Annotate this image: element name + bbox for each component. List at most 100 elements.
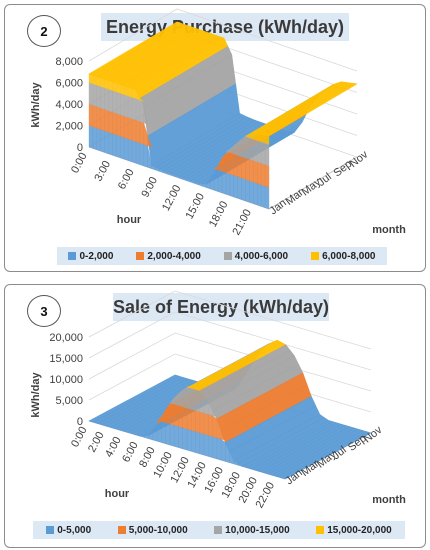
surface-front-band xyxy=(257,183,262,207)
surface-front-band xyxy=(108,88,113,113)
surface-front-band xyxy=(253,138,258,163)
surface-front-band xyxy=(104,87,109,112)
legend-entry: 10,000-15,000 xyxy=(214,525,290,536)
surface-front-band xyxy=(100,107,105,132)
y-tick-label: 6,000 xyxy=(55,78,83,90)
surface-front-band xyxy=(104,79,109,90)
surface-front-band xyxy=(214,169,219,192)
gridline xyxy=(88,311,372,371)
legend-swatch xyxy=(46,526,55,534)
surface-front-band xyxy=(182,387,188,409)
y-tick-label: 2,000 xyxy=(55,121,83,133)
surface-front-band xyxy=(174,424,179,448)
surface-front-band xyxy=(237,176,242,200)
surface-front-band xyxy=(225,172,231,196)
surface-front-band xyxy=(212,415,218,439)
x-tick-label: 12:00 xyxy=(160,183,184,213)
x-tick-label: 9:00 xyxy=(139,175,160,200)
surface-front-band xyxy=(225,152,231,175)
surface-front-band xyxy=(169,423,175,447)
x-tick-label: 8:00 xyxy=(137,445,158,470)
surface-front-band xyxy=(208,414,213,437)
legend-swatch xyxy=(117,526,126,534)
surface-front-band xyxy=(165,422,171,446)
legend-label: 6,000-8,000 xyxy=(322,250,376,262)
legend-entry: 0-5,000 xyxy=(46,525,91,536)
x-tick-label: 6:00 xyxy=(120,440,141,465)
legend-swatch xyxy=(311,252,320,260)
legend-entry: 0-2,000 xyxy=(68,251,113,262)
panel-number-badge: 2 xyxy=(27,15,61,47)
surface-front-band xyxy=(253,133,258,141)
surface-front-band xyxy=(131,97,137,121)
gridline xyxy=(88,332,372,392)
surface-front-band xyxy=(108,110,113,134)
legend-entry: 15,000-20,000 xyxy=(316,525,392,536)
legend-entry: 2,000-4,000 xyxy=(136,251,201,262)
surface-front-band xyxy=(264,135,270,145)
y-tick-label: 10,000 xyxy=(49,374,83,386)
surface-front-band xyxy=(195,431,200,455)
surface-front-band xyxy=(191,429,196,453)
x-axis-title: hour xyxy=(117,214,142,226)
surface-front-band xyxy=(112,90,117,114)
legend-label: 5,000-10,000 xyxy=(128,524,188,536)
chart-title: Energy Purchase (kWh/day) xyxy=(101,13,349,41)
surface-front-band xyxy=(229,173,234,198)
surface-front-band xyxy=(131,140,137,164)
surface-front-band xyxy=(199,432,205,456)
surface-front-band xyxy=(124,137,129,161)
y-tick-label: 4,000 xyxy=(55,99,83,111)
surface-front-band xyxy=(100,129,105,153)
surface-front-band xyxy=(178,405,183,429)
surface-front-band xyxy=(127,138,133,163)
surface-front-band xyxy=(92,83,98,107)
surface-front-band xyxy=(139,142,144,167)
surface-front-band xyxy=(135,119,141,144)
y-axis-title: kWh/day xyxy=(30,82,42,128)
surface-front-band xyxy=(104,109,109,133)
legend-entry: 6,000-8,000 xyxy=(311,251,375,262)
surface-front-band xyxy=(237,138,242,157)
surface-front-band xyxy=(124,115,129,140)
legend-swatch xyxy=(68,252,77,260)
surface-front-band xyxy=(143,144,148,168)
surface-front-band xyxy=(241,136,246,159)
surface-front-band xyxy=(143,106,148,125)
surface-front-band xyxy=(96,76,101,87)
y-tick-label: 0 xyxy=(77,142,83,154)
surface-front-band xyxy=(88,82,94,106)
x-tick-label: 4:00 xyxy=(103,435,124,460)
surface-front-band xyxy=(116,83,121,94)
surface-front-band xyxy=(127,87,133,98)
surface-front-band xyxy=(169,403,175,426)
z-axis-title: month xyxy=(372,494,406,506)
z-axis-title: month xyxy=(372,224,406,236)
surface-front-band xyxy=(220,430,226,441)
surface-front-band xyxy=(127,117,133,141)
energy-purchase-surface-chart: 8,000 6,000 4,000 2,000 00:00 3:00 6:00 9:00 12:… xyxy=(30,8,406,237)
surface-front-band xyxy=(237,463,243,467)
surface-front-band xyxy=(257,134,262,143)
surface-front-band xyxy=(237,154,242,179)
surface-front-band xyxy=(88,103,94,128)
surface-front-band xyxy=(139,121,144,145)
legend-swatch xyxy=(316,526,325,534)
legend-swatch xyxy=(223,252,232,260)
chart-legend: 0-2,000 2,000-4,000 4,000-6,000 6,000-8,000 xyxy=(57,247,387,265)
surface-front-band xyxy=(233,175,238,199)
surface-front-band xyxy=(186,387,192,410)
surface-front-band xyxy=(100,86,105,110)
surface-front-band xyxy=(112,111,117,136)
legend-swatch xyxy=(214,526,223,534)
y-tick-label: 0 xyxy=(77,416,83,428)
gridline xyxy=(88,290,372,350)
surface-front-band xyxy=(116,134,121,159)
y-tick-label: 5,000 xyxy=(55,395,83,407)
surface-front-band xyxy=(182,427,188,451)
x-tick-label: 18:00 xyxy=(207,199,231,229)
surface-front-band xyxy=(253,181,258,206)
surface-front-band xyxy=(212,436,218,460)
surface-front-band xyxy=(260,141,266,165)
surface-front-band xyxy=(144,435,149,439)
